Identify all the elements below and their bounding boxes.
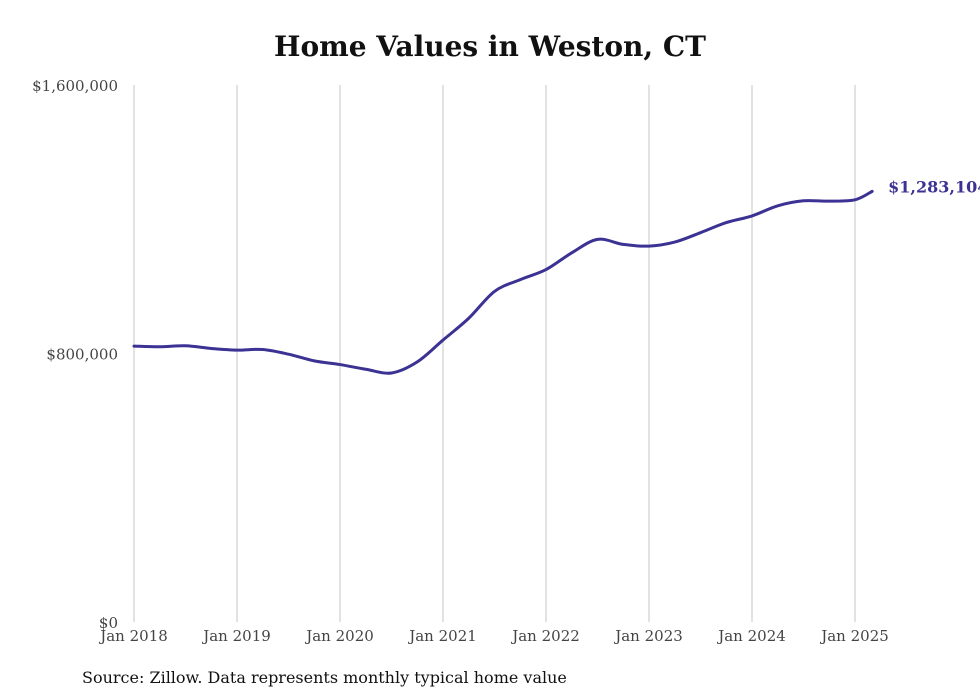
x-tick-label: Jan 2018	[98, 627, 168, 645]
x-tick-label: Jan 2021	[407, 627, 477, 645]
y-tick-label: $800,000	[46, 346, 118, 364]
x-tick-label: Jan 2020	[304, 627, 374, 645]
x-tick-label: Jan 2025	[819, 627, 889, 645]
grid-lines	[133, 85, 856, 622]
source-note: Source: Zillow. Data represents monthly …	[82, 668, 567, 687]
series-line	[132, 189, 874, 375]
y-tick-label: $0	[99, 614, 118, 632]
x-tick-label: Jan 2024	[716, 627, 786, 645]
series-layer: $1,283,104	[132, 177, 980, 375]
end-value-label: $1,283,104	[888, 177, 980, 196]
x-tick-label: Jan 2022	[510, 627, 580, 645]
axis-labels: Jan 2018 Jan 2019 Jan 2020 Jan 2021 Jan 2022…	[32, 77, 889, 645]
x-tick-label: Jan 2023	[613, 627, 683, 645]
y-tick-label: $1,600,000	[32, 77, 118, 95]
chart-title: Home Values in Weston, CT	[273, 30, 706, 63]
x-tick-label: Jan 2019	[201, 627, 271, 645]
